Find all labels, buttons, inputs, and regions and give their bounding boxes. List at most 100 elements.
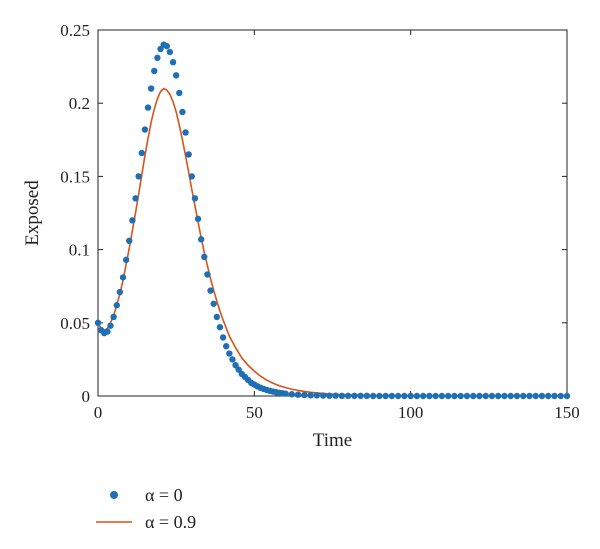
data-point-alpha-0 [557, 392, 564, 400]
data-point-alpha-0 [470, 392, 477, 400]
data-point-alpha-0 [194, 215, 202, 223]
data-point-alpha-0 [363, 392, 371, 400]
data-point-alpha-0 [163, 42, 170, 50]
data-point-alpha-0 [222, 343, 230, 350]
y-tick-label: 0.1 [69, 241, 90, 260]
data-point-alpha-0 [113, 302, 120, 309]
data-point-alpha-0 [197, 236, 205, 243]
x-tick-label: 0 [94, 403, 103, 422]
data-point-alpha-0 [501, 392, 508, 400]
data-point-alpha-0 [307, 392, 314, 399]
data-point-alpha-0 [495, 392, 502, 400]
data-point-alpha-0 [319, 392, 327, 399]
x-tick-label: 100 [398, 403, 424, 422]
data-point-alpha-0 [138, 149, 145, 157]
data-point-alpha-0 [526, 392, 533, 400]
data-point-alpha-0 [520, 392, 527, 400]
y-axis-ticks: 0 0.05 0.1 0.15 0.2 0.25 [60, 21, 567, 406]
x-tick-label: 150 [554, 403, 580, 422]
data-point-alpha-0 [185, 151, 192, 158]
data-point-alpha-0 [210, 300, 217, 307]
data-point-alpha-0 [229, 356, 236, 363]
data-point-alpha-0 [551, 392, 558, 400]
data-point-alpha-0 [219, 334, 227, 341]
y-tick-label: 0.05 [60, 314, 90, 333]
y-tick-label: 0.2 [69, 94, 90, 113]
data-point-alpha-0 [388, 392, 396, 400]
data-point-alpha-0 [432, 392, 439, 400]
data-point-alpha-0 [451, 392, 458, 400]
data-point-alpha-0 [401, 392, 408, 400]
data-point-alpha-0 [532, 392, 539, 400]
data-point-alpha-0 [282, 390, 289, 397]
data-point-alpha-0 [344, 392, 352, 400]
x-axis-ticks: 0 50 100 150 [94, 30, 580, 422]
data-point-alpha-0 [144, 104, 152, 111]
data-point-alpha-0 [444, 392, 452, 400]
data-point-alpha-0 [394, 392, 402, 400]
y-tick-label: 0.15 [60, 167, 90, 186]
data-point-alpha-0 [132, 195, 139, 202]
legend-label-alpha-0-9: α = 0.9 [145, 512, 196, 532]
data-point-alpha-0 [182, 129, 189, 136]
data-point-alpha-0 [107, 322, 114, 329]
data-point-alpha-0 [169, 59, 177, 66]
legend-marker-alpha-0 [110, 491, 118, 499]
data-point-alpha-0 [538, 392, 546, 400]
data-point-alpha-0 [172, 72, 180, 79]
data-point-alpha-0 [351, 392, 358, 400]
data-point-alpha-0 [188, 173, 195, 180]
data-point-alpha-0 [407, 392, 414, 400]
data-point-alpha-0 [313, 392, 321, 399]
data-point-alpha-0 [438, 392, 446, 400]
data-point-alpha-0 [294, 391, 302, 398]
data-point-alpha-0 [116, 288, 124, 296]
data-point-alpha-0 [135, 173, 142, 180]
data-point-alpha-0 [563, 392, 571, 400]
data-point-alpha-0 [326, 392, 333, 399]
data-point-alpha-0 [213, 313, 221, 321]
data-point-alpha-0 [457, 392, 464, 400]
data-point-alpha-0 [476, 392, 483, 400]
data-point-alpha-0 [482, 392, 489, 400]
data-point-alpha-0 [104, 328, 111, 335]
data-point-alpha-0 [119, 274, 127, 281]
y-tick-label: 0 [82, 387, 91, 406]
data-point-alpha-0 [122, 256, 130, 264]
data-point-alpha-0 [94, 319, 102, 326]
data-point-alpha-0 [154, 54, 161, 62]
data-point-alpha-0 [201, 253, 208, 261]
data-point-alpha-0 [426, 392, 433, 400]
data-point-alpha-0 [507, 392, 514, 400]
legend: α = 0 α = 0.9 [96, 485, 196, 532]
data-point-alpha-0 [488, 392, 496, 400]
data-point-alpha-0 [207, 287, 214, 294]
data-point-alpha-0 [216, 323, 224, 331]
data-point-alpha-0 [338, 392, 346, 400]
data-point-alpha-0 [226, 350, 233, 357]
x-axis-label: Time [313, 430, 352, 451]
data-point-alpha-0 [357, 392, 364, 400]
data-point-alpha-0 [179, 108, 186, 116]
data-point-alpha-0 [513, 392, 521, 400]
data-point-alpha-0 [288, 391, 296, 398]
data-point-alpha-0 [204, 271, 211, 278]
x-tick-label: 50 [246, 403, 263, 422]
data-point-alpha-0 [141, 126, 149, 133]
data-point-alpha-0 [545, 392, 552, 400]
series-layer [94, 41, 571, 400]
legend-label-alpha-0: α = 0 [145, 485, 183, 505]
data-point-alpha-0 [166, 48, 174, 56]
data-point-alpha-0 [151, 67, 158, 75]
data-point-alpha-0 [463, 392, 471, 400]
data-point-alpha-0 [126, 237, 133, 245]
y-tick-label: 0.25 [60, 21, 90, 40]
data-point-alpha-0 [301, 391, 308, 399]
data-point-alpha-0 [413, 392, 421, 400]
plot-area: 0 50 100 150 0 0.05 0.1 0.15 0.2 0.25 [60, 21, 580, 422]
plot-frame [97, 29, 568, 397]
data-point-alpha-0 [191, 195, 199, 202]
data-point-alpha-0 [332, 392, 339, 399]
data-point-alpha-0 [176, 89, 183, 97]
data-point-alpha-0 [369, 392, 377, 400]
